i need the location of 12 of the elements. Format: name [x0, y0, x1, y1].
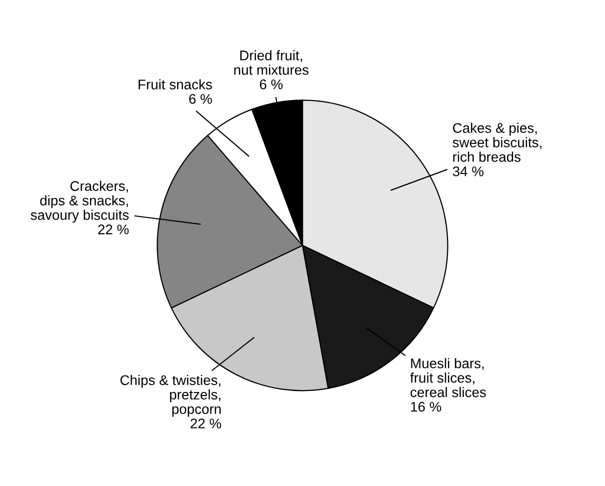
data-label: 34 %	[452, 166, 484, 176]
data-label: 6 %	[189, 94, 212, 104]
data-label: 6 %	[260, 79, 283, 90]
slice-label: Chips & twisties, pretzels, popcorn	[120, 374, 221, 417]
slice-label: Muesli bars, fruit slices, cereal slices	[410, 358, 486, 398]
slice-label: Cakes & pies, sweet biscuits, rich breads	[452, 122, 542, 162]
slice-label: Dried fruit, nut mixtures	[234, 50, 308, 75]
slice-label: Fruit snacks	[138, 79, 212, 90]
data-label: 22 %	[98, 224, 129, 234]
data-label: 16 %	[411, 402, 442, 412]
slice-label: Crackers, dips & snacks, savoury biscuits	[30, 180, 129, 223]
data-label: 22 %	[190, 418, 222, 428]
